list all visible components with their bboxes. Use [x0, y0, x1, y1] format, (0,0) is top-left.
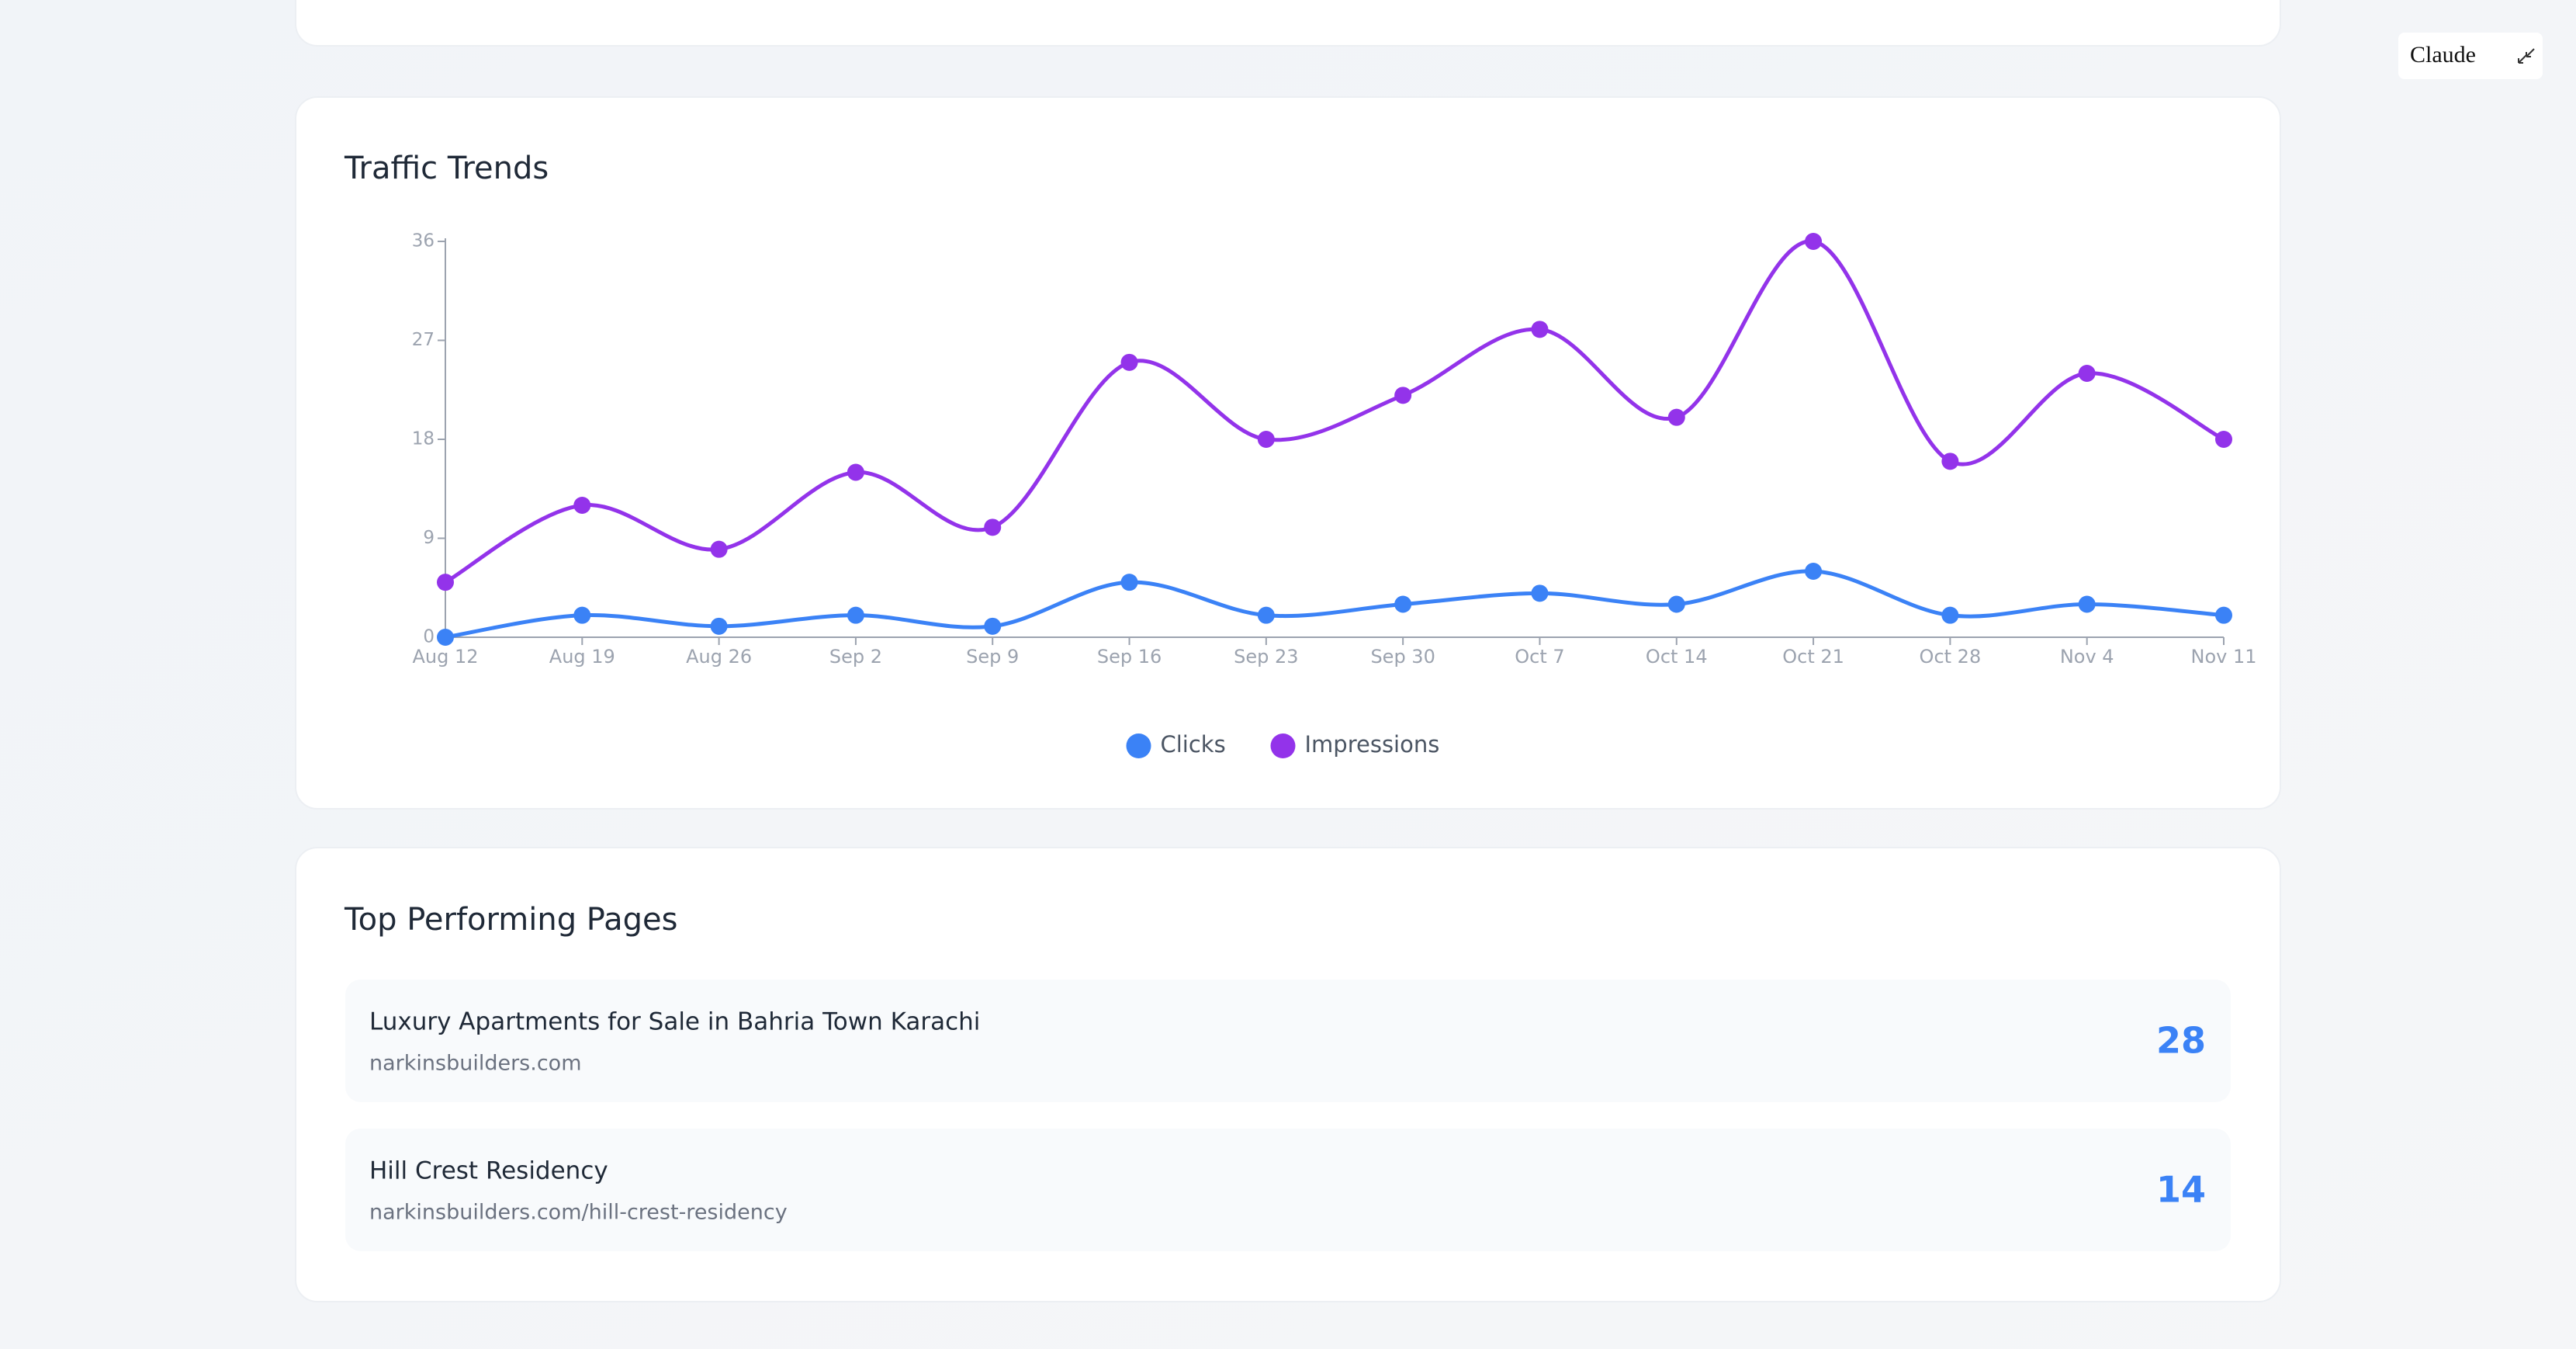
- data-point: [2215, 606, 2232, 624]
- x-tick-label: Oct 28: [1920, 646, 1982, 668]
- data-point: [847, 463, 864, 481]
- data-point: [1394, 387, 1412, 404]
- data-point: [1667, 408, 1685, 426]
- data-point: [1531, 584, 1549, 602]
- chart-card: [295, 96, 2281, 810]
- data-point: [1805, 563, 1823, 580]
- data-point: [1805, 233, 1823, 250]
- data-point: [710, 617, 728, 635]
- page-row[interactable]: [345, 1129, 2231, 1251]
- legend-marker: [1270, 733, 1296, 758]
- page-url: narkinsbuilders.com: [369, 1052, 582, 1076]
- data-point: [1257, 606, 1275, 624]
- x-tick-label: Oct 14: [1646, 646, 1708, 668]
- data-point: [1257, 431, 1275, 448]
- x-tick-label: Sep 9: [966, 646, 1019, 668]
- data-point: [1941, 606, 1959, 624]
- legend-label: Clicks: [1161, 731, 1226, 758]
- x-tick-label: Sep 2: [829, 646, 882, 668]
- data-point: [847, 606, 864, 624]
- y-tick-label: 36: [412, 231, 435, 251]
- collapse-icon[interactable]: [2518, 48, 2535, 64]
- x-tick-label: Sep 30: [1370, 646, 1435, 668]
- x-tick-label: Aug 19: [549, 646, 615, 668]
- page-list: Luxury Apartments for Sale in Bahria Tow…: [345, 980, 2231, 1251]
- data-point: [1120, 574, 1138, 591]
- page-row[interactable]: [345, 980, 2231, 1102]
- data-point: [573, 497, 591, 514]
- series-line: [445, 569, 2225, 640]
- data-point: [984, 518, 1002, 536]
- series-line: [444, 239, 2225, 584]
- y-tick-label: 9: [423, 528, 435, 548]
- data-point: [1120, 353, 1138, 371]
- data-point: [1941, 453, 1959, 470]
- data-point: [2078, 595, 2096, 613]
- page-count: 28: [2156, 1020, 2206, 1062]
- y-tick-label: 0: [423, 627, 435, 647]
- page-url: narkinsbuilders.com/hill-crest-residency: [369, 1201, 788, 1225]
- data-point: [2215, 431, 2232, 448]
- legend-marker: [1126, 733, 1151, 758]
- data-point: [437, 629, 454, 646]
- widget-label[interactable]: Claude: [2410, 42, 2476, 68]
- x-tick-label: Sep 16: [1097, 646, 1162, 668]
- x-tick-label: Aug 12: [412, 646, 478, 668]
- data-point: [984, 617, 1002, 635]
- page-title: Luxury Apartments for Sale in Bahria Tow…: [369, 1008, 980, 1036]
- data-point: [1394, 595, 1412, 613]
- data-point: [1531, 321, 1549, 338]
- x-tick-label: Oct 7: [1515, 646, 1564, 668]
- x-tick-label: Nov 11: [2190, 646, 2256, 668]
- widget-button[interactable]: [2398, 33, 2543, 79]
- chart: 0 9 18 27 36 Aug 12 Aug 19 Aug 26 Sep 2 Sep 9 Sep …: [412, 231, 2257, 758]
- x-tick-label: Oct 21: [1782, 646, 1844, 668]
- y-tick-label: 27: [412, 330, 435, 350]
- chart-title: Traffic Trends: [344, 151, 549, 186]
- x-tick-label: Sep 23: [1234, 646, 1298, 668]
- data-point: [573, 606, 591, 624]
- x-tick-label: Aug 26: [686, 646, 752, 668]
- page-count: 14: [2156, 1169, 2206, 1211]
- card: [295, 0, 2281, 47]
- pages-title: Top Performing Pages: [344, 902, 677, 938]
- data-point: [1667, 595, 1685, 613]
- page-title: Hill Crest Residency: [369, 1157, 608, 1185]
- legend-label: Impressions: [1305, 731, 1440, 758]
- data-point: [2078, 365, 2096, 382]
- data-point: [437, 574, 454, 591]
- y-tick-label: 18: [412, 429, 435, 449]
- x-tick-label: Nov 4: [2060, 646, 2114, 668]
- data-point: [710, 540, 728, 558]
